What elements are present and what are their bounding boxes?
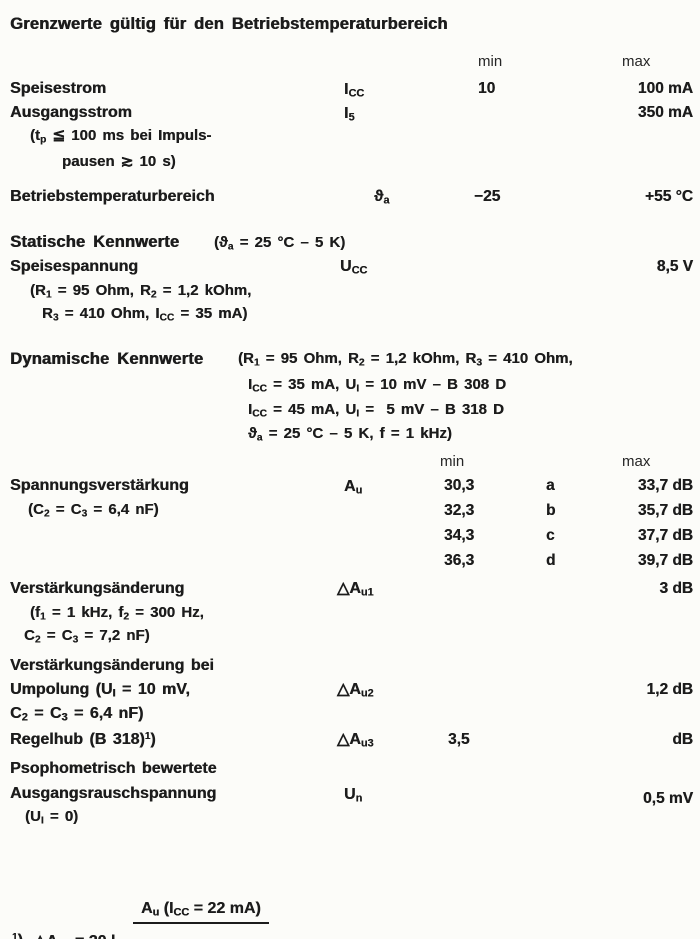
row-regelhub-max: dB	[672, 731, 693, 748]
row-verstaerkungsaenderung-note-line1: (f1 = 1 kHz, f2 = 300 Hz,	[30, 604, 204, 623]
dynamische-column-header-max: max	[622, 453, 651, 470]
row-ausgangsstrom-note-line1: (tp ≦ 100 ms bei Impuls-	[30, 127, 212, 146]
row-speisestrom-min: 10	[478, 80, 496, 97]
row-ausgangsstrom-symbol: I5	[344, 105, 355, 124]
dynamische-condition-line2: ICC = 35 mA, UI = 10 mV – B 308 D	[248, 376, 507, 395]
row-rauschspannung-max: 0,5 mV	[643, 790, 693, 807]
variant-c-group: c	[546, 527, 555, 544]
variant-a-group: a	[546, 477, 555, 494]
row-speisestrom-label: Speisestrom	[10, 80, 107, 97]
row-verstaerkungsaenderung-symbol: △Au1	[337, 580, 374, 599]
dynamische-condition-line4: ϑa = 25 °C – 5 K, f = 1 kHz)	[248, 425, 452, 444]
row-umpolung-symbol: △Au2	[337, 681, 374, 700]
row-regelhub-symbol: △Au3	[337, 731, 374, 750]
row-umpolung-label-line2: Umpolung (UI = 10 mV,	[10, 681, 190, 700]
statische-condition: (ϑa = 25 °C – 5 K)	[214, 234, 346, 253]
row-spannungsverstaerkung-symbol: Au	[344, 478, 363, 497]
variant-d-group: d	[546, 552, 556, 569]
section-heading-dynamische: Dynamische Kennwerte	[10, 350, 204, 368]
row-temperaturbereich-label: Betriebstemperaturbereich	[10, 188, 215, 205]
row-temperaturbereich-symbol: ϑa	[374, 188, 390, 207]
row-temperaturbereich-min: −25	[474, 188, 501, 205]
variant-b-group: b	[546, 502, 556, 519]
variant-c-min: 34,3	[444, 527, 475, 544]
dynamische-condition-line3: ICC = 45 mA, UI = 5 mV – B 318 D	[248, 401, 504, 420]
variant-d-min: 36,3	[444, 552, 475, 569]
row-spannungsverstaerkung-note: (C2 = C3 = 6,4 nF)	[28, 501, 159, 520]
limits-column-header-min: min	[478, 53, 503, 70]
row-umpolung-label-line1: Verstärkungsänderung bei	[10, 657, 214, 674]
row-regelhub-min: 3,5	[448, 731, 470, 748]
limits-column-header-max: max	[622, 53, 651, 70]
dynamische-condition-line1: (R1 = 95 Ohm, R2 = 1,2 kOhm, R3 = 410 Oh…	[238, 350, 573, 369]
row-rauschspannung-label-line1: Psophometrisch bewertete	[10, 760, 217, 777]
row-umpolung-max: 1,2 dB	[646, 681, 693, 698]
variant-b-max: 35,7 dB	[637, 502, 693, 519]
row-speisestrom-symbol: ICC	[344, 81, 365, 100]
footnote-fraction: Au (ICC = 22 mA) Au (iCC = 45 mA)	[132, 864, 269, 939]
section-heading-statische: Statische Kennwerte	[10, 233, 180, 251]
footnote-lhs: △Au3 = 20 lg	[34, 931, 122, 939]
row-umpolung-label-line3: C2 = C3 = 6,4 nF)	[10, 705, 144, 724]
row-speisestrom-max: 100 mA	[637, 80, 693, 97]
row-ausgangsstrom-max: 350 mA	[637, 104, 693, 121]
row-speisespannung-note-line2: R3 = 410 Ohm, ICC = 35 mA)	[42, 305, 248, 324]
section-heading-grenzwerte: Grenzwerte gültig für den Betriebstemper…	[10, 15, 448, 33]
row-ausgangsstrom-label: Ausgangsstrom	[10, 104, 132, 121]
row-rauschspannung-label-line3: (UI = 0)	[25, 808, 79, 827]
row-temperaturbereich-max: +55 °C	[645, 188, 693, 205]
row-verstaerkungsaenderung-max: 3 dB	[659, 580, 693, 597]
variant-b-min: 32,3	[444, 502, 475, 519]
row-speisespannung-symbol: UCC	[340, 258, 368, 277]
row-rauschspannung-symbol: Un	[344, 786, 363, 805]
row-verstaerkungsaenderung-label: Verstärkungsänderung	[10, 580, 185, 597]
variant-a-min: 30,3	[444, 477, 475, 494]
row-speisespannung-note-line1: (R1 = 95 Ohm, R2 = 1,2 kOhm,	[30, 282, 252, 301]
variant-c-max: 37,7 dB	[637, 527, 693, 544]
footnote-marker: 1)	[12, 932, 23, 939]
row-ausgangsstrom-note-line2: pausen ≳ 10 s)	[62, 153, 176, 170]
row-verstaerkungsaenderung-note-line2: C2 = C3 = 7,2 nF)	[24, 627, 150, 646]
footnote-fraction-numerator: Au (ICC = 22 mA)	[132, 900, 269, 924]
variant-d-max: 39,7 dB	[637, 552, 693, 569]
row-regelhub-label: Regelhub (B 318)1)	[10, 731, 156, 748]
row-speisespannung-label: Speisespannung	[10, 258, 139, 275]
row-rauschspannung-label-line2: Ausgangsrauschspannung	[10, 785, 217, 802]
variant-a-max: 33,7 dB	[637, 477, 693, 494]
row-speisespannung-max: 8,5 V	[656, 258, 693, 275]
footnote-formula: 1) △Au3 = 20 lg Au (ICC = 22 mA) Au (iCC…	[12, 864, 269, 939]
dynamische-column-header-min: min	[440, 453, 465, 470]
row-spannungsverstaerkung-label: Spannungsverstärkung	[10, 477, 189, 494]
